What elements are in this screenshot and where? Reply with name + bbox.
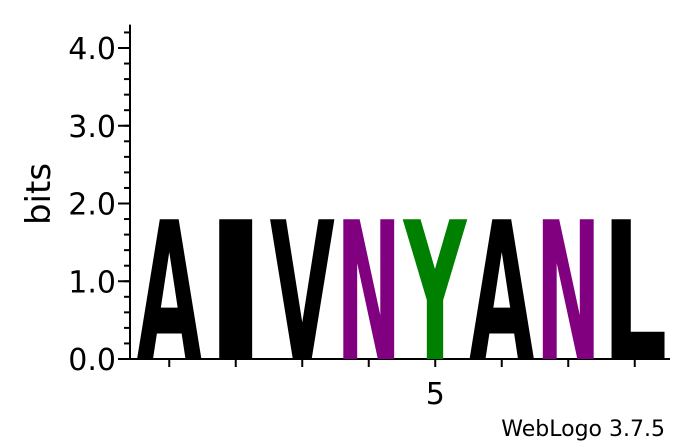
logo-letter-glyph: N: [536, 181, 601, 405]
logo-letter-n: N: [336, 181, 401, 405]
y-tick-label: 1.0: [68, 265, 116, 300]
logo-letter-glyph: A: [469, 182, 534, 405]
logo-letter-i: I: [203, 183, 268, 405]
logo-letter-y: Y: [402, 183, 467, 406]
logo-letter-a: A: [469, 182, 534, 405]
logo-letter-l: L: [602, 182, 667, 405]
y-tick-label: 4.0: [68, 32, 116, 67]
x-tick-label: 5: [426, 377, 445, 412]
weblogo-credit: WebLogo 3.7.5: [501, 417, 665, 442]
y-axis: 0.0 1.0 2.0 3.0 4.0: [68, 24, 131, 378]
logo-letter-a: A: [137, 182, 202, 405]
y-tick-label: 2.0: [68, 188, 116, 223]
y-tick-label: 3.0: [68, 110, 116, 145]
logo-letter-glyph: I: [203, 183, 268, 405]
logo-letter-n: N: [536, 181, 601, 405]
y-axis-label: bits: [19, 163, 59, 225]
logo-letter-glyph: A: [137, 182, 202, 405]
logo-letter-v: V: [270, 182, 335, 405]
x-axis: 5: [130, 358, 670, 412]
y-tick-label: 0.0: [68, 343, 116, 378]
logo-letter-glyph: L: [602, 182, 667, 405]
logo-letter-glyph: V: [270, 182, 335, 405]
logo-letter-glyph: Y: [402, 183, 467, 406]
logo-letter-glyph: N: [336, 181, 401, 405]
